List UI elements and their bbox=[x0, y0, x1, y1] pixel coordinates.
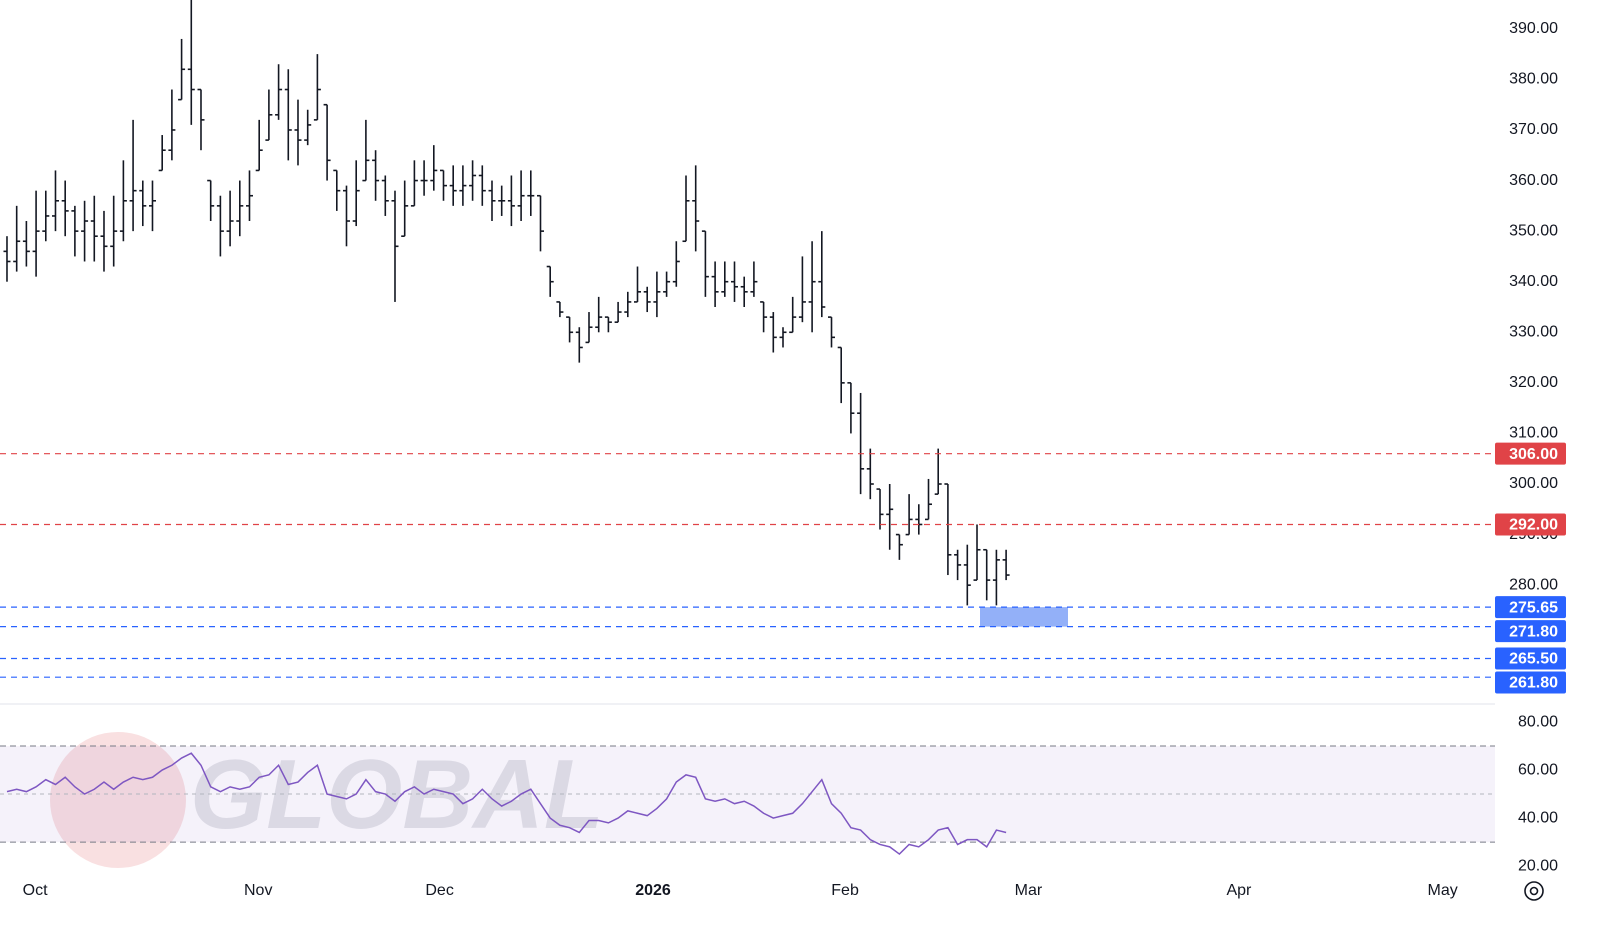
level-tag bbox=[1495, 671, 1566, 694]
y-tick-label: 40.00 bbox=[1518, 809, 1558, 826]
y-tick-label: 370.00 bbox=[1509, 121, 1558, 138]
x-tick-label: Oct bbox=[23, 882, 48, 899]
level-tag bbox=[1495, 513, 1566, 536]
settings-icon[interactable] bbox=[1524, 881, 1544, 901]
y-tick-label: 60.00 bbox=[1518, 761, 1558, 778]
level-tag-label: 271.80 bbox=[1509, 623, 1558, 640]
y-tick-label: 340.00 bbox=[1509, 273, 1558, 290]
y-tick-label: 390.00 bbox=[1509, 20, 1558, 37]
y-tick-label: 330.00 bbox=[1509, 324, 1558, 341]
watermark-logo bbox=[50, 732, 186, 868]
level-tag bbox=[1495, 442, 1566, 465]
x-tick-label: Mar bbox=[1015, 882, 1043, 899]
y-tick-label: 300.00 bbox=[1509, 475, 1558, 492]
level-tag-label: 261.80 bbox=[1509, 675, 1558, 692]
level-tag-label: 275.65 bbox=[1509, 599, 1558, 616]
zone bbox=[980, 607, 1068, 627]
level-tag bbox=[1495, 647, 1566, 670]
x-tick-label: 2026 bbox=[635, 882, 671, 899]
x-tick-label: May bbox=[1428, 882, 1458, 899]
y-tick-label: 20.00 bbox=[1518, 857, 1558, 874]
y-tick-label: 80.00 bbox=[1518, 713, 1558, 730]
x-tick-label: Dec bbox=[425, 882, 453, 899]
y-tick-label: 320.00 bbox=[1509, 374, 1558, 391]
level-tag bbox=[1495, 620, 1566, 643]
x-tick-label: Apr bbox=[1226, 882, 1252, 899]
y-tick-label: 350.00 bbox=[1509, 222, 1558, 239]
x-tick-label: Nov bbox=[244, 882, 272, 899]
y-tick-label: 380.00 bbox=[1509, 71, 1558, 88]
y-tick-label: 280.00 bbox=[1509, 576, 1558, 593]
y-tick-label: 310.00 bbox=[1509, 425, 1558, 442]
level-tag-label: 306.00 bbox=[1509, 446, 1558, 463]
x-tick-label: Feb bbox=[831, 882, 859, 899]
y-tick-label: 360.00 bbox=[1509, 172, 1558, 189]
rsi-line bbox=[6, 752, 1007, 856]
level-tag-label: 265.50 bbox=[1509, 651, 1558, 668]
level-tag bbox=[1495, 596, 1566, 619]
level-tag-label: 292.00 bbox=[1509, 517, 1558, 534]
